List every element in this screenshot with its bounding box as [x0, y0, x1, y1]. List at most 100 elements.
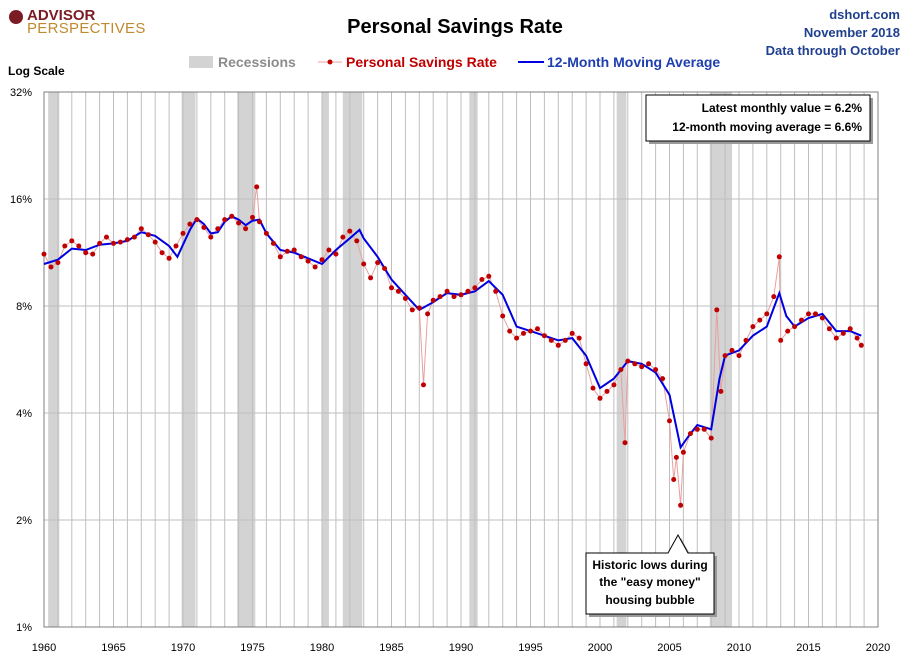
legend-series-label: Personal Savings Rate [346, 54, 497, 70]
savings-rate-point [402, 296, 408, 301]
savings-rate-point [500, 313, 506, 319]
savings-rate-point [131, 234, 137, 240]
logo-bottom-text: PERSPECTIVES [27, 20, 146, 37]
savings-rate-point [395, 288, 401, 294]
savings-rate-point [111, 240, 116, 246]
savings-rate-point [257, 219, 262, 225]
savings-rate-point [117, 239, 123, 245]
legend-recession-swatch [189, 56, 213, 68]
savings-rate-point [813, 311, 818, 317]
x-tick-label: 2015 [796, 642, 820, 654]
savings-rate-point [771, 294, 777, 300]
savings-rate-point [194, 217, 200, 223]
savings-rate-point [667, 418, 672, 424]
savings-rate-point [764, 311, 770, 317]
savings-rate-point [722, 353, 728, 359]
savings-rate-point [104, 234, 109, 240]
savings-rate-point [451, 294, 457, 300]
savings-rate-point [778, 337, 784, 343]
savings-rate-point [785, 328, 791, 334]
recession-band-0 [48, 92, 60, 627]
stats-box: Latest monthly value = 6.2% 12-month mov… [645, 94, 873, 144]
recession-band-3 [322, 92, 329, 627]
savings-rate-point [743, 337, 749, 343]
callout-housing-bubble: Historic lows during the "easy money" ho… [585, 533, 717, 617]
x-tick-label: 1995 [518, 642, 542, 654]
series-layer [41, 184, 864, 508]
savings-rate-point [354, 238, 360, 244]
stats-latest-value: Latest monthly value = 6.2% [702, 101, 863, 115]
y-tick-label: 8% [16, 301, 32, 313]
savings-rate-point [854, 335, 860, 341]
recession-band-7 [709, 92, 733, 627]
savings-rate-point [701, 426, 707, 432]
savings-rate-point [444, 288, 450, 294]
savings-rate-point [48, 264, 54, 270]
savings-rate-point [729, 347, 735, 353]
savings-rate-point [678, 502, 684, 508]
recession-band-1 [181, 92, 196, 627]
source-text: dshort.com [829, 7, 900, 22]
logo-top-text: ADVISOR [27, 7, 96, 24]
savings-rate-point [263, 230, 269, 236]
x-tick-label: 2000 [588, 642, 612, 654]
savings-rate-point [76, 243, 82, 249]
savings-rate-point [618, 367, 624, 373]
savings-rate-point [680, 449, 686, 455]
advisor-perspectives-logo: ADVISOR PERSPECTIVES [9, 7, 146, 37]
savings-rate-point [718, 388, 724, 394]
savings-rate-point [208, 234, 214, 240]
savings-rate-point [535, 326, 540, 332]
x-tick-label: 2020 [866, 642, 890, 654]
savings-rate-point [757, 317, 763, 323]
savings-rate-point [138, 226, 144, 232]
savings-rate-point [799, 317, 804, 323]
savings-rate-point [646, 361, 652, 367]
callout-frame [585, 533, 715, 615]
savings-rate-point [229, 213, 235, 219]
date-text: November 2018 [804, 25, 900, 40]
savings-rate-point [583, 361, 589, 367]
y-tick-label: 4% [16, 408, 32, 420]
savings-rate-point [671, 477, 677, 482]
x-tick-label: 2005 [657, 642, 681, 654]
savings-rate-point [604, 388, 610, 394]
savings-rate-point [375, 260, 381, 266]
savings-rate-point [622, 440, 628, 446]
savings-rate-point [250, 214, 255, 220]
callout-line-2: the "easy money" [599, 575, 700, 589]
recession-band-5 [469, 92, 478, 627]
savings-rate-point [458, 292, 464, 298]
plot-area: 1%2%4%8%16%32% 1960 1965 1970 1975 1980 1985 1… [10, 87, 890, 654]
savings-rate-point [569, 330, 575, 336]
x-tick-label: 1990 [449, 642, 473, 654]
savings-rate-point [806, 311, 811, 317]
savings-rate-point [298, 254, 304, 260]
savings-rate-point [660, 376, 666, 382]
savings-rate-point [277, 254, 283, 260]
savings-rate-point [597, 395, 603, 401]
savings-rate-point [166, 255, 172, 261]
savings-rate-point [333, 251, 339, 257]
y-axis-note: Log Scale [8, 64, 65, 78]
savings-rate-point [173, 243, 179, 249]
plot-frame [43, 91, 879, 628]
savings-rate-point [284, 248, 290, 254]
x-tick-labels: 1960 1965 1970 1975 1980 1985 1990 1995 2000 2005… [32, 642, 890, 654]
x-tick-label: 2010 [727, 642, 751, 654]
savings-rate-point [361, 261, 367, 267]
savings-rate-point [507, 328, 513, 334]
savings-rate-point [576, 335, 582, 341]
savings-rate-point [833, 335, 839, 341]
savings-rate-point [437, 294, 443, 300]
savings-rate-point [305, 258, 311, 264]
stats-box-frame [645, 94, 871, 142]
savings-rate-point [528, 328, 533, 334]
x-tick-label: 1980 [310, 642, 334, 654]
savings-rate-point [694, 426, 700, 432]
savings-rate-point [425, 311, 431, 317]
savings-rate-point [639, 364, 645, 370]
savings-rate-point [270, 240, 276, 246]
savings-rate-point [409, 307, 415, 313]
savings-rate-point [83, 250, 89, 256]
